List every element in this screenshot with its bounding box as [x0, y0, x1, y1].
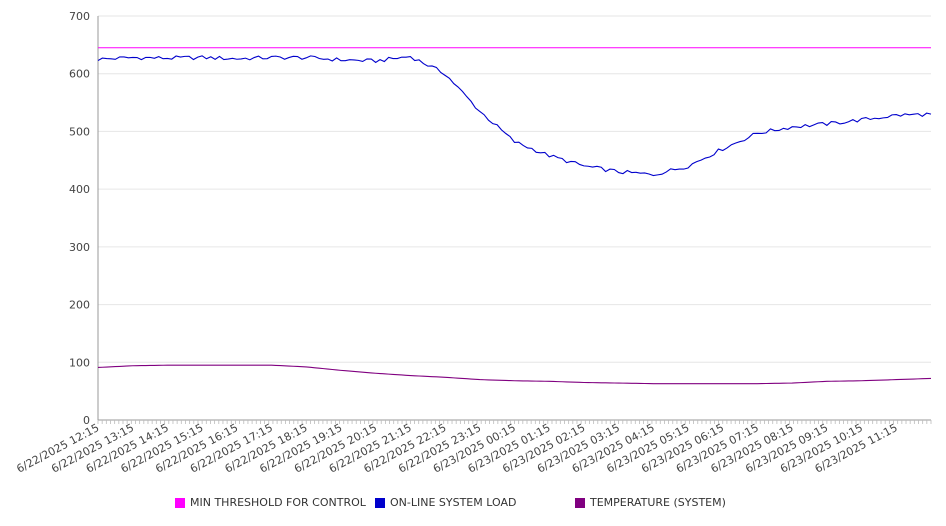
grid	[98, 15, 931, 421]
y-tick-label: 300	[69, 241, 90, 254]
y-tick-label: 100	[69, 356, 90, 369]
series-line-temperature-system	[97, 364, 932, 385]
legend-item-load: ON-LINE SYSTEM LOAD	[375, 496, 516, 509]
legend-label-temperature: TEMPERATURE (SYSTEM)	[590, 496, 726, 509]
y-tick-label: 600	[69, 68, 90, 81]
y-tick-label: 200	[69, 299, 90, 312]
y-tick-label: 400	[69, 183, 90, 196]
legend-swatch-threshold	[175, 497, 185, 508]
series-lines	[97, 47, 932, 385]
legend: MIN THRESHOLD FOR CONTROL ON-LINE SYSTEM…	[0, 496, 946, 516]
legend-item-threshold: MIN THRESHOLD FOR CONTROL	[175, 496, 366, 509]
series-line-on-line-system-load	[97, 55, 932, 177]
legend-label-load: ON-LINE SYSTEM LOAD	[390, 496, 517, 509]
y-tick-label: 0	[83, 414, 90, 427]
legend-swatch-temperature	[575, 497, 585, 508]
legend-swatch-load	[375, 497, 385, 508]
legend-label-threshold: MIN THRESHOLD FOR CONTROL	[190, 496, 366, 509]
legend-item-temperature: TEMPERATURE (SYSTEM)	[575, 496, 726, 509]
axes	[97, 16, 932, 424]
y-tick-label: 700	[69, 10, 90, 23]
y-tick-label: 500	[69, 125, 90, 138]
